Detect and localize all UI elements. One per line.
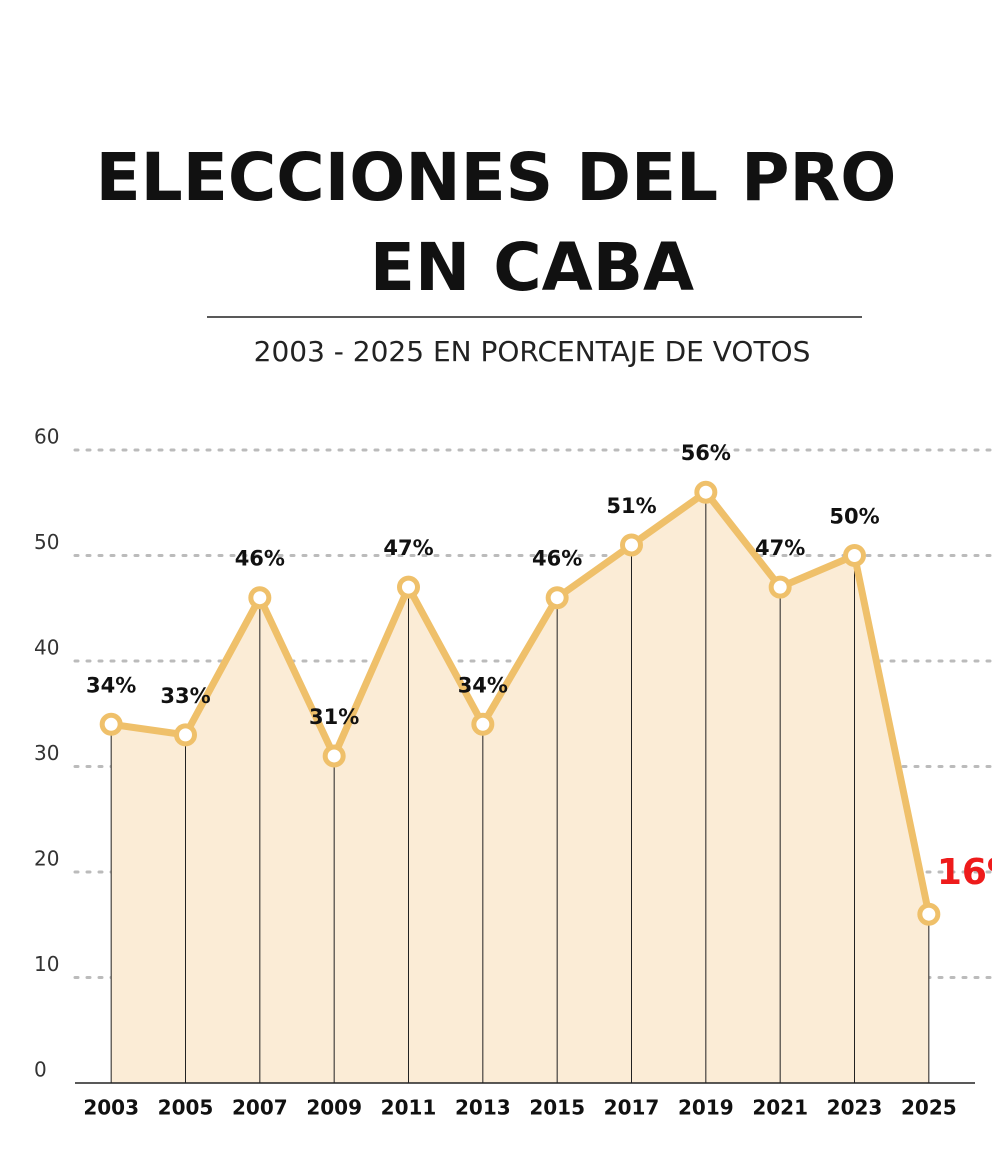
x-tick-label: 2023 — [827, 1096, 883, 1120]
y-tick-label: 40 — [34, 636, 59, 660]
value-label: 34% — [458, 673, 508, 697]
value-label: 46% — [532, 547, 582, 571]
value-label: 34% — [86, 673, 136, 697]
point — [174, 723, 197, 747]
x-tick-label: 2009 — [306, 1096, 362, 1120]
point — [620, 533, 643, 557]
x-tick-label: 2007 — [232, 1096, 288, 1120]
y-tick-label: 60 — [34, 425, 59, 449]
point — [545, 586, 569, 610]
x-tick-label: 2021 — [752, 1096, 808, 1120]
point — [768, 575, 792, 599]
value-label: 47% — [383, 536, 433, 560]
y-tick-label: 20 — [34, 847, 59, 871]
x-tick-label: 2005 — [158, 1096, 214, 1120]
value-label: 33% — [160, 684, 210, 708]
value-label: 31% — [309, 705, 359, 729]
x-tick-label: 2019 — [678, 1096, 734, 1120]
chart-title: EN CABA — [370, 229, 694, 306]
point — [397, 575, 420, 599]
point — [917, 902, 941, 926]
chart-subtitle: 2003 - 2025 EN PORCENTAJE DE VOTOS — [254, 335, 811, 368]
x-tick-label: 2011 — [381, 1096, 437, 1120]
point — [471, 712, 495, 736]
y-tick-label: 0 — [34, 1058, 47, 1082]
x-tick-label: 2025 — [901, 1096, 957, 1120]
value-label: 46% — [235, 547, 285, 571]
x-tick-label: 2015 — [529, 1096, 585, 1120]
point — [322, 744, 346, 768]
value-label: 50% — [829, 505, 879, 529]
x-tick-label: 2017 — [604, 1096, 660, 1120]
value-label: 16% — [937, 852, 992, 893]
value-label: 56% — [681, 441, 731, 465]
point — [248, 586, 272, 610]
point — [843, 544, 866, 567]
area — [111, 492, 929, 1083]
value-label: 51% — [606, 494, 656, 518]
y-tick-label: 10 — [34, 952, 59, 976]
y-tick-label: 30 — [34, 741, 59, 765]
y-tick-label: 50 — [34, 530, 59, 554]
point — [694, 480, 718, 504]
x-tick-label: 2003 — [83, 1096, 139, 1120]
line — [110, 488, 933, 915]
point — [99, 712, 123, 736]
x-tick-label: 2013 — [455, 1096, 511, 1120]
chart-title: ELECCIONES DEL PRO — [96, 139, 897, 216]
value-label: 47% — [755, 536, 805, 560]
